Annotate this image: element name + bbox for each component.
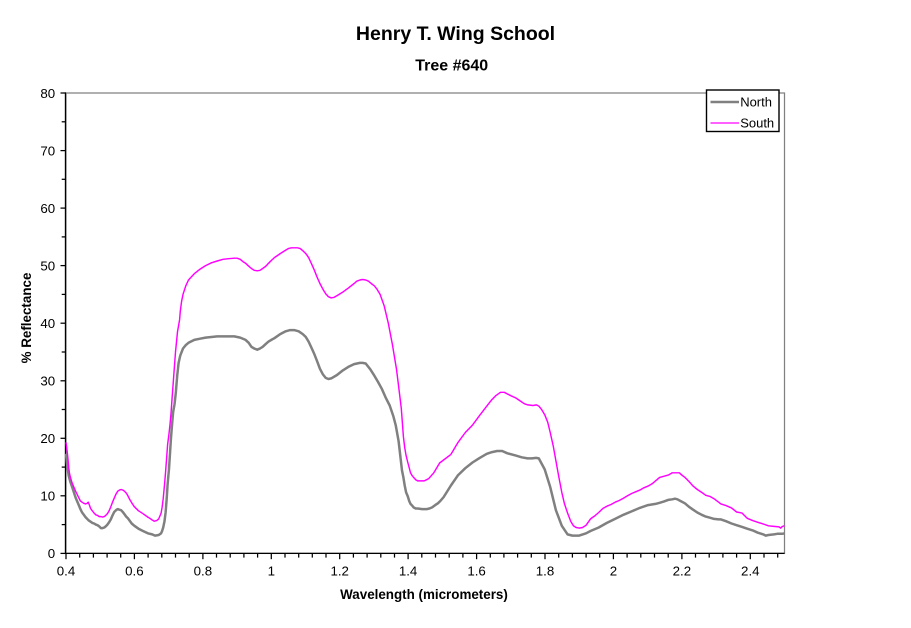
svg-text:30: 30	[40, 374, 55, 389]
svg-text:40: 40	[40, 316, 55, 331]
svg-text:20: 20	[40, 431, 55, 446]
svg-text:0.8: 0.8	[194, 564, 213, 579]
svg-text:2: 2	[610, 564, 617, 579]
svg-text:1.2: 1.2	[330, 564, 349, 579]
svg-text:% Reflectance: % Reflectance	[19, 273, 34, 364]
svg-text:2.2: 2.2	[673, 564, 692, 579]
svg-text:1.6: 1.6	[467, 564, 486, 579]
svg-text:50: 50	[40, 258, 55, 273]
svg-text:0.4: 0.4	[57, 564, 76, 579]
svg-text:South: South	[740, 116, 774, 131]
svg-text:1.4: 1.4	[399, 564, 418, 579]
svg-text:Henry T. Wing School: Henry T. Wing School	[356, 23, 555, 45]
svg-text:North: North	[740, 95, 772, 110]
svg-text:70: 70	[40, 143, 55, 158]
svg-text:Tree #640: Tree #640	[415, 58, 488, 75]
svg-text:80: 80	[40, 86, 55, 101]
svg-text:Wavelength (micrometers): Wavelength (micrometers)	[340, 587, 508, 602]
svg-text:2.4: 2.4	[741, 564, 760, 579]
svg-text:60: 60	[40, 201, 55, 216]
svg-text:1: 1	[268, 564, 275, 579]
svg-text:0.6: 0.6	[125, 564, 144, 579]
svg-text:0: 0	[48, 546, 55, 561]
svg-text:1.8: 1.8	[536, 564, 555, 579]
svg-text:10: 10	[40, 489, 55, 504]
